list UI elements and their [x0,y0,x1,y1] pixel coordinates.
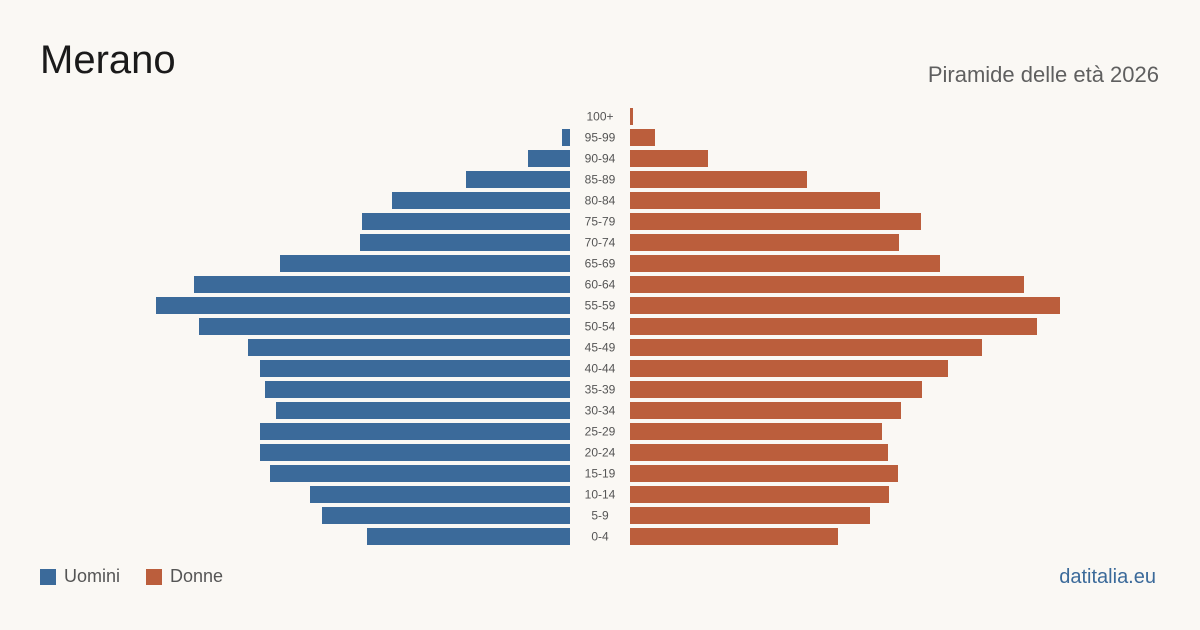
legend: Uomini Donne [40,566,249,587]
bar-women-90-94 [630,150,708,167]
bar-women-75-79 [630,213,921,230]
bar-men-40-44 [260,360,570,377]
bar-men-85-89 [466,171,570,188]
bar-men-0-4 [367,528,570,545]
legend-item-women: Donne [146,566,223,587]
bar-men-80-84 [392,192,570,209]
age-label-50-54: 50-54 [585,320,616,334]
chart-subtitle: Piramide delle età 2026 [927,62,1159,87]
bar-women-0-4 [630,528,838,545]
age-label-30-34: 30-34 [585,404,616,418]
age-label-75-79: 75-79 [585,215,616,229]
bar-women-10-14 [630,486,889,503]
age-label-5-9: 5-9 [591,509,609,523]
bar-men-75-79 [362,213,570,230]
brand-link[interactable]: datitalia.eu [1059,566,1156,588]
bar-men-30-34 [276,402,570,419]
bar-men-65-69 [280,255,570,272]
bar-women-70-74 [630,234,899,251]
age-label-40-44: 40-44 [585,362,616,376]
age-label-60-64: 60-64 [585,278,616,292]
legend-swatch-men [40,568,56,585]
age-label-15-19: 15-19 [585,467,616,481]
age-label-90-94: 90-94 [585,152,616,166]
bar-women-15-19 [630,465,898,482]
bar-men-70-74 [360,234,570,251]
age-label-0-4: 0-4 [591,530,609,544]
age-label-95-99: 95-99 [585,131,616,145]
bar-men-25-29 [260,423,570,440]
chart-title: Merano [40,38,176,82]
bar-women-85-89 [630,171,807,188]
legend-label-men: Uomini [64,566,121,586]
age-label-10-14: 10-14 [585,488,616,502]
bar-women-25-29 [630,423,882,440]
bar-men-95-99 [562,129,570,146]
bar-men-90-94 [528,150,570,167]
age-label-70-74: 70-74 [585,236,616,250]
age-label-35-39: 35-39 [585,383,616,397]
bar-men-10-14 [310,486,570,503]
age-label-25-29: 25-29 [585,425,616,439]
bar-men-55-59 [156,297,570,314]
legend-label-women: Donne [170,566,224,586]
bar-women-50-54 [630,318,1037,335]
bar-men-60-64 [194,276,570,293]
legend-swatch-women [146,568,163,585]
bar-men-5-9 [322,507,570,524]
bar-women-65-69 [630,255,940,272]
age-label-100+: 100+ [586,110,613,124]
bar-women-80-84 [630,192,880,209]
bar-women-60-64 [630,276,1024,293]
age-label-85-89: 85-89 [585,173,616,187]
bar-women-5-9 [630,507,870,524]
bar-women-95-99 [630,129,655,146]
bar-men-50-54 [199,318,570,335]
bar-women-35-39 [630,381,922,398]
age-label-45-49: 45-49 [585,341,616,355]
bar-women-20-24 [630,444,888,461]
bar-women-55-59 [630,297,1060,314]
bar-women-100+ [630,108,633,125]
bar-women-30-34 [630,402,901,419]
age-label-65-69: 65-69 [585,257,616,271]
bar-women-40-44 [630,360,948,377]
age-label-55-59: 55-59 [585,299,616,313]
bar-men-15-19 [270,465,570,482]
bar-women-45-49 [630,339,982,356]
bar-men-45-49 [248,339,570,356]
bar-men-20-24 [260,444,570,461]
age-label-80-84: 80-84 [585,194,616,208]
age-label-20-24: 20-24 [585,446,616,460]
legend-item-men: Uomini [40,566,120,587]
bar-men-35-39 [265,381,570,398]
